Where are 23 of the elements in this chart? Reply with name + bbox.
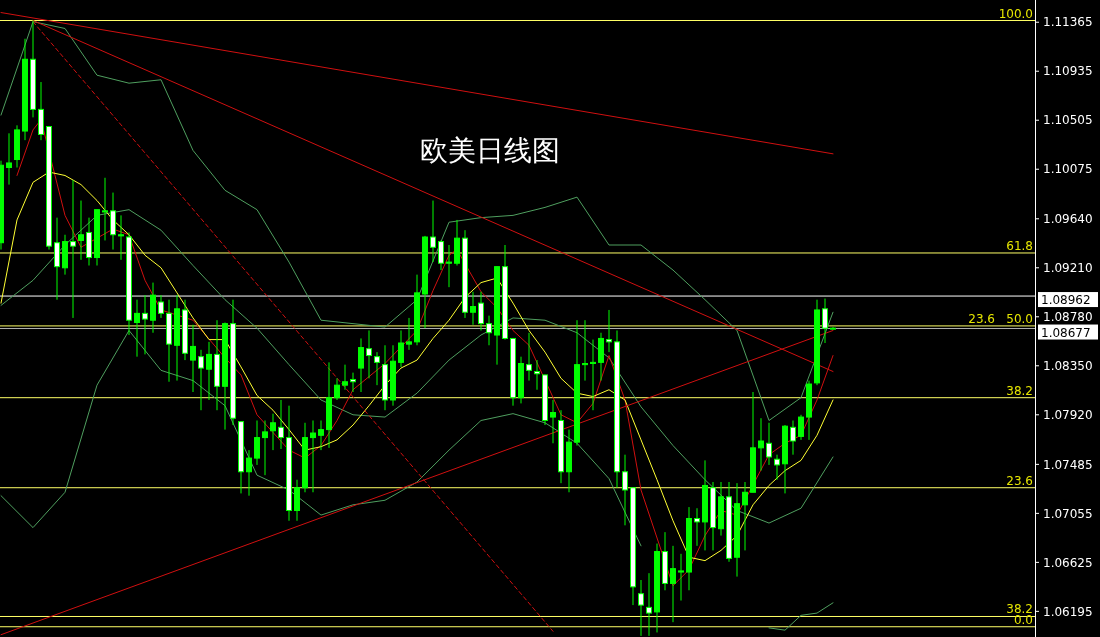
y-tick-label: 1.07485: [1043, 457, 1093, 472]
annotation: 61.8: [1006, 238, 1033, 253]
y-tick-label: 1.09210: [1043, 260, 1093, 275]
y-tick-label: 1.08780: [1043, 309, 1093, 324]
ref-line-label: 1.08962: [1041, 293, 1091, 308]
annotation: 38.2: [1006, 383, 1033, 398]
y-tick-label: 1.06195: [1043, 604, 1093, 619]
annotation: 0.0: [1013, 612, 1033, 627]
annotation: 50.0: [1006, 311, 1033, 326]
annotation: 23.6: [968, 311, 995, 326]
y-tick-label: 1.10505: [1043, 113, 1093, 128]
y-tick-label: 1.09640: [1043, 211, 1093, 226]
annotation: 100.0: [998, 6, 1033, 21]
y-tick-label: 1.10935: [1043, 64, 1093, 79]
y-tick-label: 1.07055: [1043, 506, 1093, 521]
text: 欧美日线图: [420, 134, 560, 167]
ref-line-label: 1.08677: [1041, 325, 1091, 340]
annotation: 23.6: [1006, 473, 1033, 488]
y-tick-label: 1.10075: [1043, 162, 1093, 177]
y-tick-label: 1.06625: [1043, 555, 1093, 570]
y-tick-label: 1.11365: [1043, 15, 1093, 30]
y-tick-label: 1.08350: [1043, 358, 1093, 373]
y-tick-label: 1.07920: [1043, 407, 1093, 422]
